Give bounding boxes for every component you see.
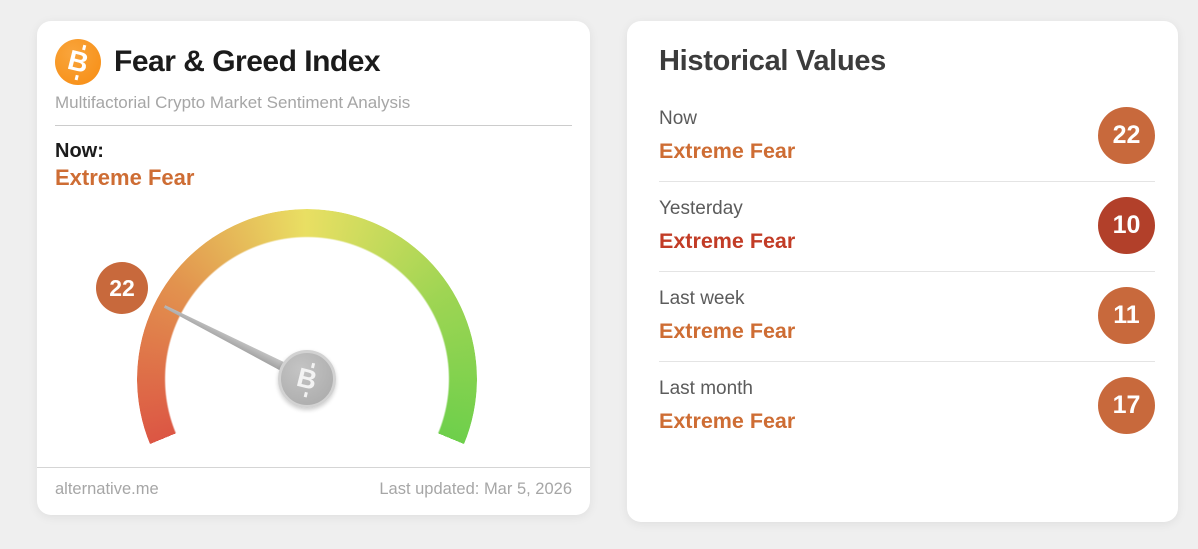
bitcoin-hub-icon: B — [294, 361, 321, 396]
row-value-badge: 11 — [1098, 287, 1155, 344]
row-label: Last week — [659, 287, 745, 309]
historical-values-card: Historical Values Now Extreme Fear 22 Ye… — [627, 21, 1178, 522]
row-label: Yesterday — [659, 197, 743, 219]
gauge-hub: B — [278, 350, 336, 408]
row-sentiment: Extreme Fear — [659, 228, 796, 253]
now-sentiment: Extreme Fear — [55, 165, 195, 190]
header-divider — [55, 125, 572, 126]
card-subtitle: Multifactorial Crypto Market Sentiment A… — [55, 93, 411, 112]
historical-title: Historical Values — [659, 45, 887, 77]
row-label: Now — [659, 107, 698, 129]
current-status: Now: Extreme Fear — [37, 126, 590, 192]
history-row-last-week: Last week Extreme Fear 11 — [659, 272, 1155, 362]
row-sentiment: Extreme Fear — [659, 138, 796, 163]
card-title: Fear & Greed Index — [114, 45, 381, 78]
row-label: Last month — [659, 377, 753, 399]
gauge-card-header: B Fear & Greed Index Multifactorial Cryp… — [37, 21, 590, 126]
row-sentiment: Extreme Fear — [659, 318, 796, 343]
fear-greed-card: B Fear & Greed Index Multifactorial Cryp… — [37, 21, 590, 549]
row-value-badge: 10 — [1098, 197, 1155, 254]
row-sentiment: Extreme Fear — [659, 408, 796, 433]
now-label: Now: — [55, 140, 104, 162]
bitcoin-icon: B — [55, 39, 101, 85]
history-row-last-month: Last month Extreme Fear 17 — [659, 362, 1155, 451]
row-value-badge: 22 — [1098, 107, 1155, 164]
history-row-yesterday: Yesterday Extreme Fear 10 — [659, 182, 1155, 272]
row-value-badge: 17 — [1098, 377, 1155, 434]
gauge-value-badge: 22 — [96, 262, 148, 314]
history-row-now: Now Extreme Fear 22 — [659, 92, 1155, 182]
source-link[interactable]: alternative.me — [55, 480, 159, 498]
gauge: B 22 — [37, 192, 590, 549]
